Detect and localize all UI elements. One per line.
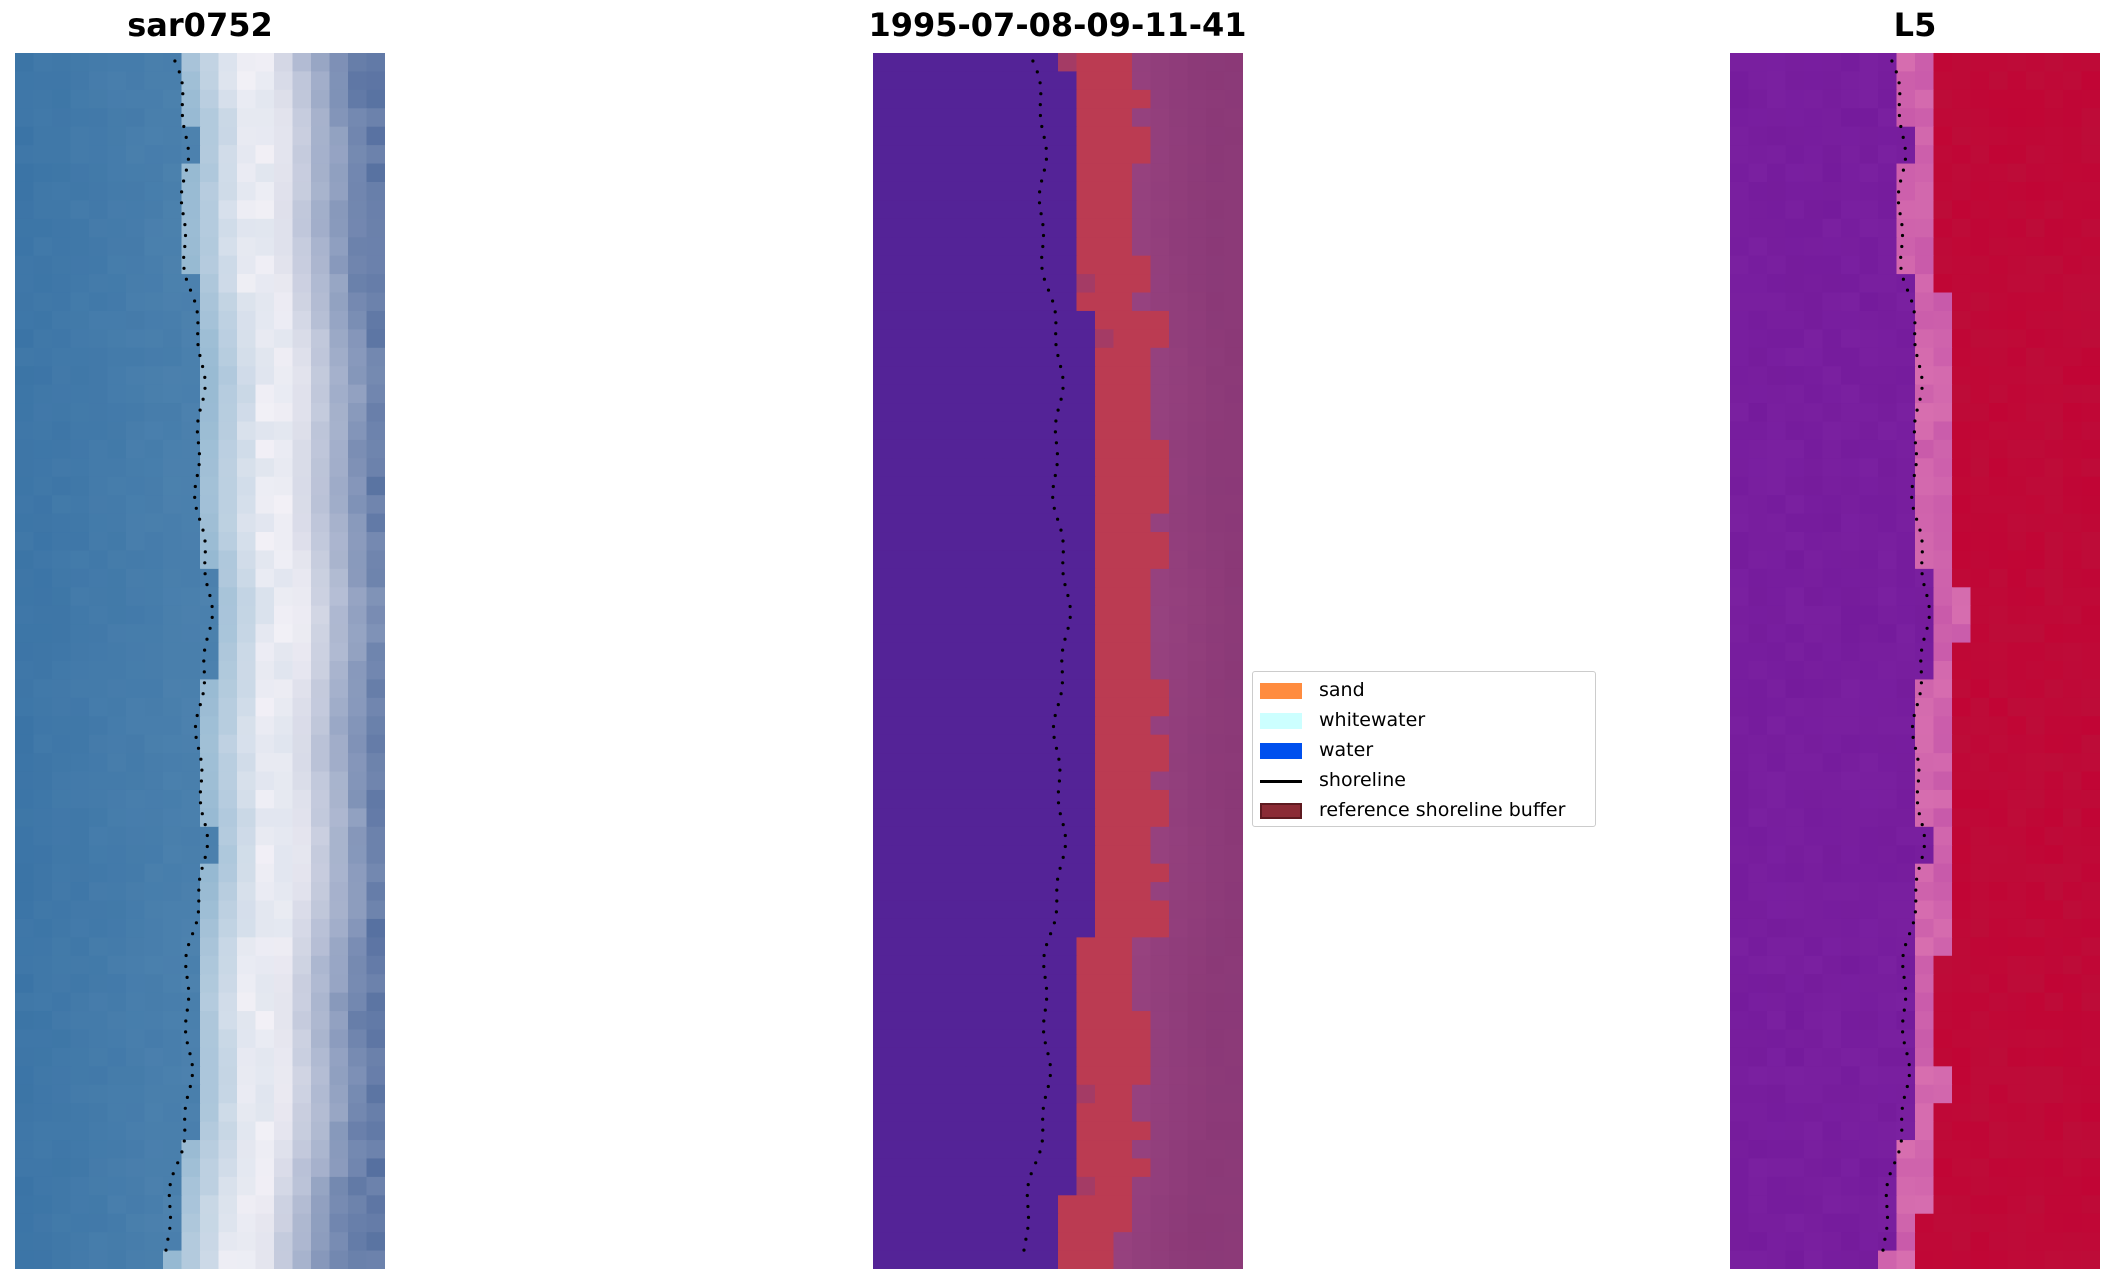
shoreline-line-swatch: [1260, 780, 1302, 783]
classified-shoreline-dots: [1022, 59, 1072, 1252]
false-color-image-panel: [1730, 53, 2100, 1269]
legend-label-whitewater: whitewater: [1319, 709, 1426, 731]
legend-label-shoreline: shoreline: [1319, 769, 1406, 791]
rgb-pixels: [15, 53, 385, 1269]
water-swatch: [1260, 743, 1302, 759]
legend: sand whitewater water shoreline referenc…: [1252, 671, 1596, 827]
false-color-shoreline-dots: [1881, 59, 1931, 1252]
legend-label-reference-shoreline-buffer: reference shoreline buffer: [1319, 799, 1566, 821]
sand-swatch: [1260, 683, 1302, 699]
panel-title-middle: 1995-07-08-09-11-41: [868, 6, 1247, 44]
false-color-pixels: [1730, 53, 2100, 1269]
classified-image-panel: [873, 53, 1243, 1269]
panel-title-right: L5: [1893, 6, 1937, 44]
rgb-shoreline-dots: [164, 59, 214, 1252]
panel-title-left: sar0752: [127, 6, 273, 44]
whitewater-swatch: [1260, 713, 1302, 729]
rgb-image-panel: [15, 53, 385, 1269]
classified-image: [873, 53, 1243, 1269]
rgb-image: [15, 53, 385, 1269]
legend-label-sand: sand: [1319, 679, 1365, 701]
classified-pixels: [873, 53, 1243, 1269]
reference-shoreline-buffer-swatch: [1260, 803, 1302, 819]
legend-label-water: water: [1319, 739, 1374, 761]
false-color-image: [1730, 53, 2100, 1269]
